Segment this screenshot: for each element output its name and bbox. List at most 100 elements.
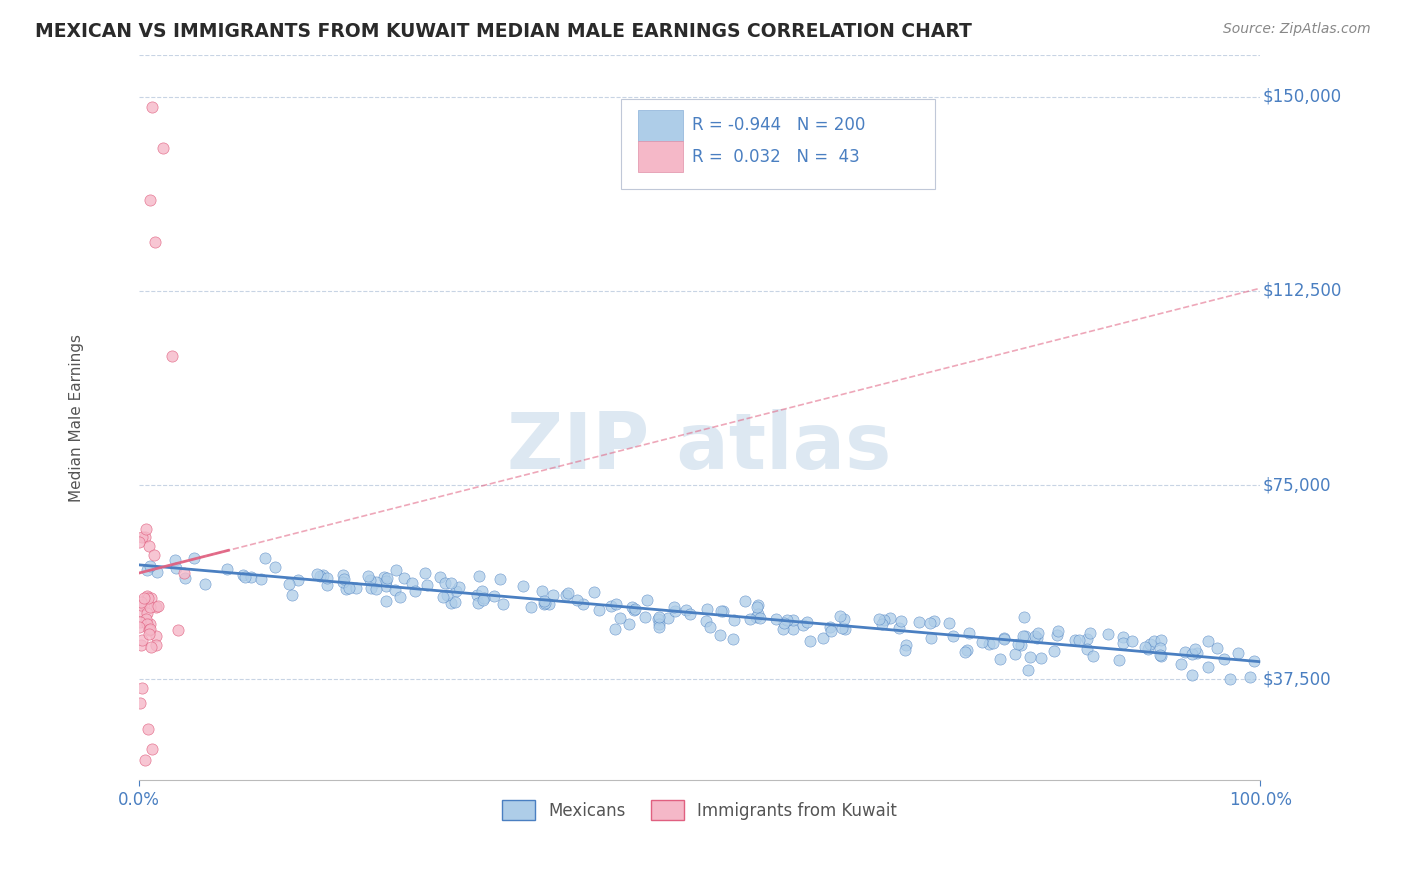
Point: [433, 576, 456, 591]
Point: [1026, 626, 1049, 640]
Point: [146, 565, 169, 579]
Point: [600, 599, 623, 613]
Point: [988, 651, 1011, 665]
Point: [870, 617, 893, 632]
Point: [1031, 651, 1053, 665]
Point: [696, 602, 718, 616]
Text: ZIP atlas: ZIP atlas: [508, 409, 891, 484]
Point: [543, 588, 565, 602]
Point: [249, 572, 271, 586]
Point: [1017, 663, 1039, 677]
Point: [1026, 632, 1049, 646]
Point: [1004, 647, 1026, 661]
Point: [401, 576, 423, 591]
FancyBboxPatch shape: [638, 111, 683, 141]
Point: [233, 570, 256, 584]
Point: [388, 590, 411, 604]
Point: [1226, 646, 1249, 660]
Point: [828, 608, 851, 623]
Point: [392, 571, 415, 585]
Point: [444, 584, 467, 599]
Point: [1197, 659, 1219, 673]
Point: [333, 572, 356, 586]
Point: [173, 566, 195, 580]
Point: [675, 603, 697, 617]
Text: $112,500: $112,500: [1263, 282, 1341, 300]
Point: [132, 597, 155, 611]
Point: [533, 598, 555, 612]
Point: [723, 614, 745, 628]
Point: [1184, 641, 1206, 656]
Point: [277, 576, 299, 591]
Point: [648, 617, 671, 632]
Point: [555, 588, 578, 602]
Text: MEXICAN VS IMMIGRANTS FROM KUWAIT MEDIAN MALE EARNINGS CORRELATION CHART: MEXICAN VS IMMIGRANTS FROM KUWAIT MEDIAN…: [35, 22, 972, 41]
Point: [1097, 627, 1119, 641]
Point: [1174, 645, 1197, 659]
Point: [565, 592, 588, 607]
Point: [357, 569, 380, 583]
Point: [820, 624, 842, 639]
Point: [922, 615, 945, 629]
Point: [344, 581, 367, 595]
Point: [1170, 657, 1192, 671]
Point: [385, 563, 408, 577]
Point: [956, 643, 979, 657]
Point: [747, 598, 769, 612]
Point: [465, 588, 488, 602]
Text: R = -0.944   N = 200: R = -0.944 N = 200: [692, 117, 865, 135]
Point: [253, 550, 276, 565]
Point: [132, 591, 155, 605]
Point: [664, 604, 686, 618]
Point: [1014, 629, 1036, 643]
Point: [232, 567, 254, 582]
Point: [993, 632, 1015, 647]
Point: [782, 613, 804, 627]
Point: [1076, 632, 1098, 647]
Point: [404, 584, 426, 599]
Text: Source: ZipAtlas.com: Source: ZipAtlas.com: [1223, 22, 1371, 37]
Legend: Mexicans, Immigrants from Kuwait: Mexicans, Immigrants from Kuwait: [495, 794, 904, 826]
Point: [484, 590, 506, 604]
Point: [745, 599, 768, 614]
Point: [977, 636, 1000, 650]
Point: [662, 599, 685, 614]
Point: [1064, 632, 1087, 647]
FancyBboxPatch shape: [638, 142, 683, 172]
Point: [1112, 630, 1135, 644]
FancyBboxPatch shape: [621, 99, 935, 189]
Point: [695, 614, 717, 628]
Point: [131, 604, 153, 618]
Point: [145, 599, 167, 614]
Point: [773, 615, 796, 630]
Point: [1019, 649, 1042, 664]
Point: [145, 235, 167, 249]
Point: [131, 681, 153, 696]
Point: [617, 616, 640, 631]
Point: [834, 623, 856, 637]
Point: [488, 572, 510, 586]
Point: [879, 610, 901, 624]
Point: [782, 622, 804, 636]
Point: [1012, 610, 1035, 624]
Point: [1108, 652, 1130, 666]
Point: [679, 607, 702, 621]
Point: [520, 599, 543, 614]
Point: [620, 600, 643, 615]
Point: [647, 612, 669, 626]
Point: [734, 594, 756, 608]
Point: [129, 615, 152, 629]
Point: [139, 193, 162, 207]
Point: [472, 591, 495, 605]
Text: R =  0.032   N =  43: R = 0.032 N = 43: [692, 148, 859, 166]
Point: [332, 575, 354, 590]
Point: [745, 610, 768, 624]
Point: [471, 592, 494, 607]
Point: [312, 568, 335, 582]
Point: [375, 571, 398, 585]
Point: [920, 615, 942, 630]
Point: [1198, 634, 1220, 648]
Point: [776, 613, 799, 627]
Point: [740, 612, 762, 626]
Point: [1043, 644, 1066, 658]
